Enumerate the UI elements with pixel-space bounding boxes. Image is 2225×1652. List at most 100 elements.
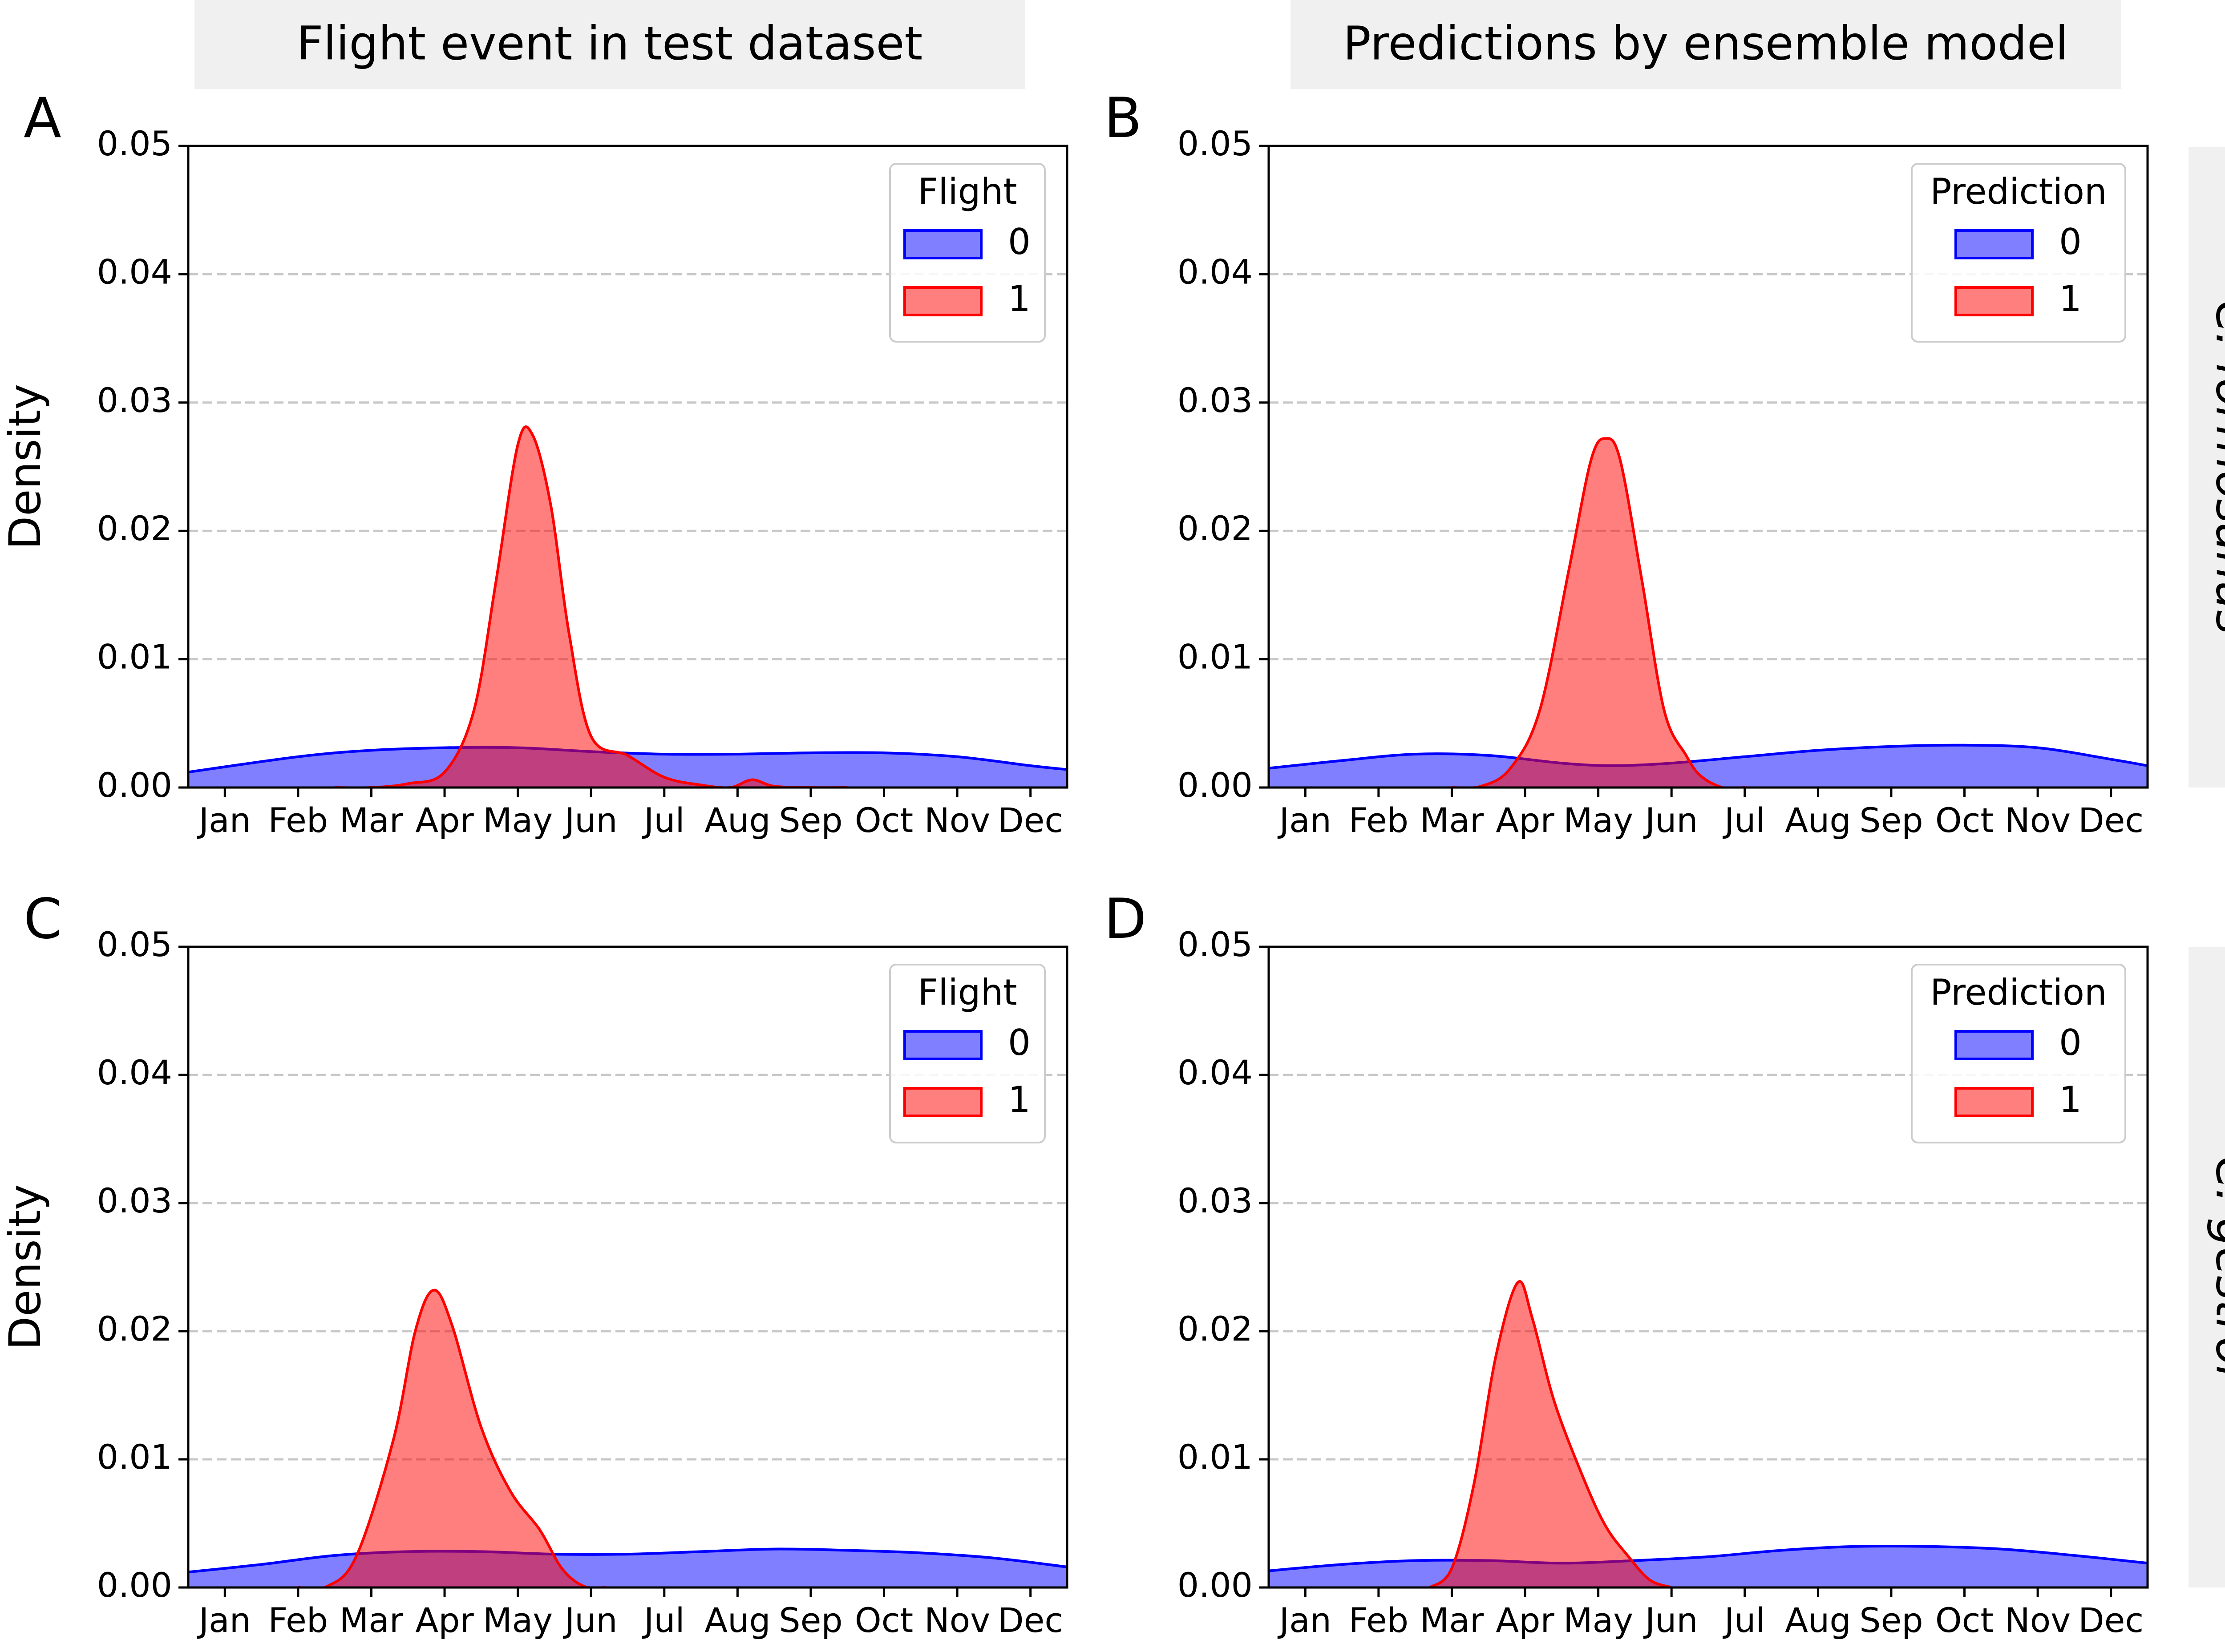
density-line-1 [1452, 437, 1745, 788]
panel-letter: C [24, 887, 62, 951]
legend-swatch-0 [1954, 1030, 2034, 1060]
legend-title: Flight [918, 171, 1017, 212]
x-tick-label: Aug [1785, 1600, 1851, 1640]
x-tick-label: May [483, 800, 553, 840]
x-tick-label: Oct [855, 1600, 913, 1640]
y-tick-label: 0.01 [1177, 1437, 1253, 1477]
density-line-1 [335, 425, 848, 788]
y-tick-label: 0.04 [97, 252, 172, 291]
x-tick-label: Jul [642, 800, 685, 840]
legend-swatch-0 [903, 1030, 983, 1060]
x-tick-label: Jul [1723, 1600, 1765, 1640]
x-tick-label: Dec [2078, 1600, 2144, 1640]
x-tick-label: Jun [563, 1600, 618, 1640]
y-tick-label: 0.00 [1177, 1565, 1253, 1605]
x-tick-label: Jul [642, 1600, 685, 1640]
x-tick-label: Mar [340, 800, 404, 840]
x-tick-label: Nov [924, 800, 990, 840]
x-tick-label: Aug [704, 800, 770, 840]
x-tick-label: Oct [855, 800, 913, 840]
x-tick-label: Oct [1935, 1600, 1994, 1640]
x-tick-label: Feb [1349, 1600, 1409, 1640]
legend: Flight 0 1 [889, 964, 1046, 1143]
x-tick-label: Sep [779, 1600, 842, 1640]
x-tick-label: Aug [1785, 800, 1851, 840]
x-tick-label: Apr [415, 1600, 474, 1640]
y-tick-label: 0.04 [97, 1053, 172, 1092]
legend-swatch-1 [903, 286, 983, 316]
panel-letter: A [24, 86, 61, 150]
legend-swatch-1 [1954, 286, 2034, 316]
legend-label-1: 1 [2059, 1079, 2082, 1120]
y-tick-label: 0.05 [97, 124, 172, 163]
y-tick-label: 0.02 [97, 1309, 172, 1349]
legend-label-0: 0 [1008, 1022, 1031, 1063]
y-tick-label: 0.05 [1177, 925, 1253, 964]
x-tick-label: Jun [1643, 1600, 1698, 1640]
x-tick-label: Dec [998, 800, 1063, 840]
legend-label-0: 0 [2059, 1022, 2082, 1063]
legend-title: Flight [918, 972, 1017, 1013]
density-area-1 [298, 1290, 606, 1587]
density-area-0 [1269, 1546, 2148, 1587]
x-tick-label: Sep [779, 800, 842, 840]
x-tick-label: Jun [1643, 800, 1698, 840]
x-tick-label: Aug [704, 1600, 770, 1640]
legend-swatch-1 [1954, 1087, 2034, 1117]
legend-label-1: 1 [1008, 1079, 1031, 1120]
legend-title: Prediction [1930, 972, 2107, 1013]
x-tick-label: Feb [1349, 800, 1409, 840]
x-tick-label: Nov [2005, 800, 2071, 840]
x-tick-label: Nov [924, 1600, 990, 1640]
density-area-1 [1430, 1281, 1672, 1587]
y-tick-label: 0.00 [97, 1565, 172, 1605]
y-tick-label: 0.00 [97, 765, 172, 805]
legend-label-0: 0 [1008, 221, 1031, 263]
y-tick-label: 0.02 [1177, 509, 1253, 548]
density-line-1 [298, 1288, 606, 1587]
y-tick-label: 0.03 [1177, 380, 1253, 420]
y-tick-label: 0.04 [1177, 252, 1253, 291]
legend: Flight 0 1 [889, 163, 1046, 343]
y-tick-label: 0.05 [1177, 124, 1253, 163]
density-line-0 [1269, 743, 2148, 770]
row-header-top: C. formosanus [2206, 300, 2225, 634]
legend: Prediction 0 1 [1911, 163, 2126, 343]
x-tick-label: Jan [197, 800, 251, 840]
axes-frame [187, 945, 1068, 1589]
row-header-bg-top [2189, 147, 2225, 788]
x-tick-label: Feb [268, 800, 328, 840]
column-header-left: Flight event in test dataset [297, 16, 923, 70]
x-tick-label: Dec [2078, 800, 2144, 840]
axes-frame [1267, 145, 2149, 789]
x-tick-label: Apr [1496, 800, 1554, 840]
panel-letter: D [1104, 887, 1146, 951]
y-tick-label: 0.03 [1177, 1181, 1253, 1220]
column-header-bg-right [1290, 0, 2121, 89]
legend: Prediction 0 1 [1911, 964, 2126, 1143]
axes-frame [1267, 945, 2149, 1589]
y-tick-label: 0.00 [1177, 765, 1253, 805]
y-tick-label: 0.02 [97, 509, 172, 548]
y-axis-label: Density [0, 1184, 51, 1350]
x-tick-label: Jan [1278, 800, 1331, 840]
x-tick-label: Nov [2005, 1600, 2071, 1640]
x-tick-label: Apr [1496, 1600, 1554, 1640]
legend-title: Prediction [1930, 171, 2107, 212]
x-tick-label: May [1563, 800, 1633, 840]
x-tick-label: Oct [1935, 800, 1994, 840]
density-line-1 [1429, 1280, 1672, 1587]
y-tick-label: 0.03 [97, 380, 172, 420]
density-line-0 [1269, 1544, 2148, 1572]
x-tick-label: Jun [563, 800, 618, 840]
density-line-0 [188, 1547, 1067, 1574]
legend-label-1: 1 [1008, 278, 1031, 319]
density-area-1 [1452, 438, 1745, 788]
row-header-bg-bottom [2189, 947, 2225, 1587]
axes-frame [187, 145, 1068, 789]
